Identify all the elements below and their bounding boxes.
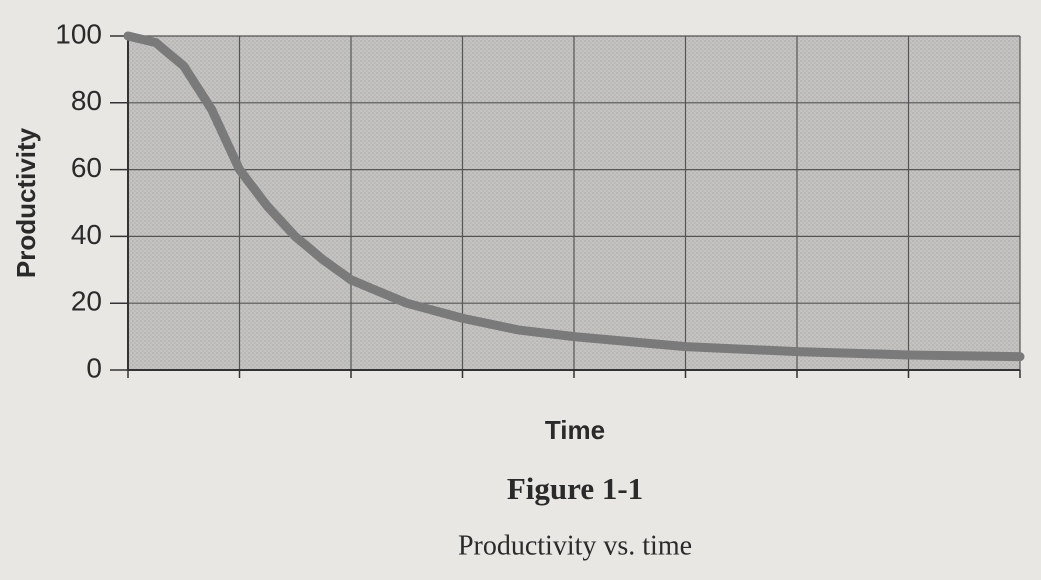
y-tick-label: 0 (86, 352, 102, 383)
figure-label: Figure 1-1 (507, 471, 643, 506)
data-line (123, 31, 1025, 362)
y-tick-label: 40 (71, 219, 102, 250)
x-axis-label: Time (545, 415, 605, 445)
y-tick-label: 60 (71, 152, 102, 183)
caption: Productivity vs. time (458, 530, 692, 561)
y-axis-label: Productivity (11, 127, 41, 278)
y-tick-label: 100 (55, 18, 102, 49)
y-tick-label: 80 (71, 85, 102, 116)
y-tick-label: 20 (71, 286, 102, 317)
